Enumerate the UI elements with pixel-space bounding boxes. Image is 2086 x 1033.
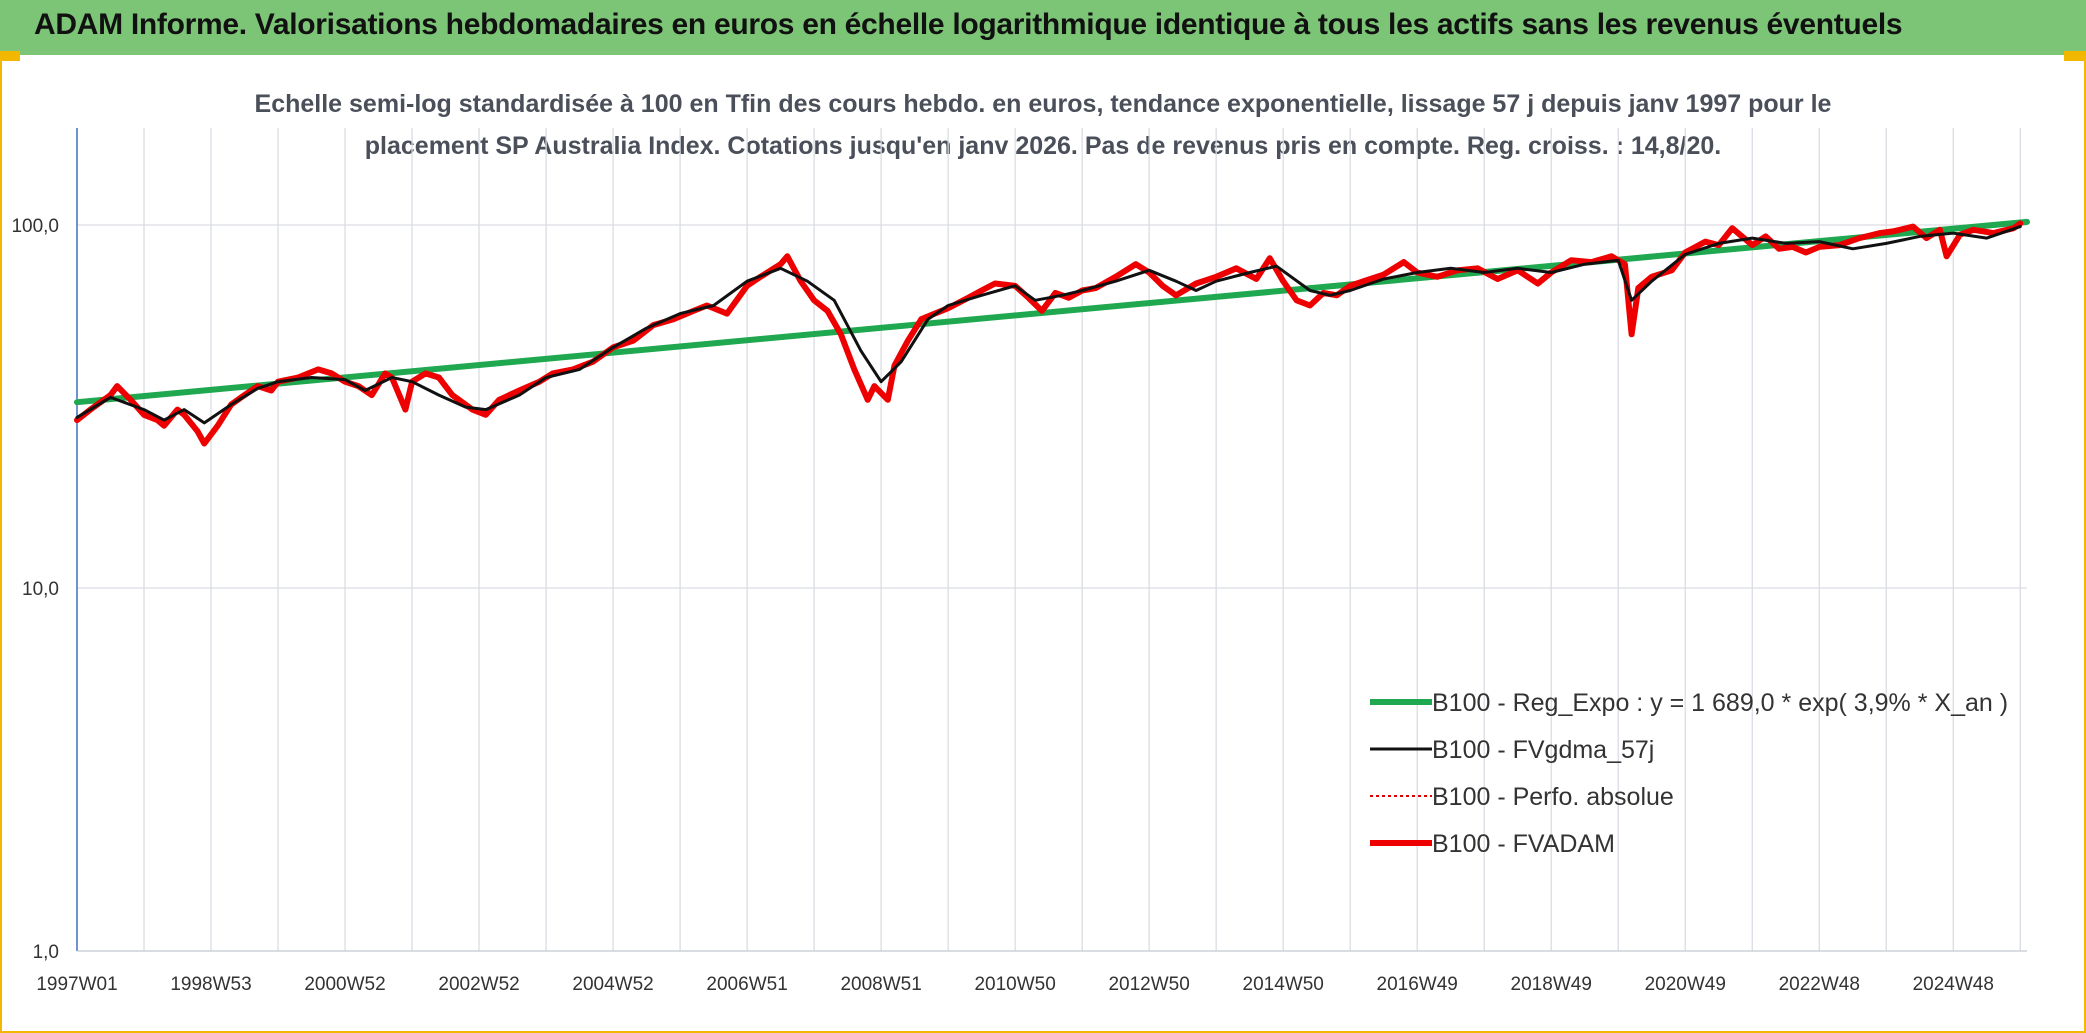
x-tick-label: 2010W50 <box>974 974 1055 995</box>
report-banner: ADAM Informe. Valorisations hebdomadaire… <box>0 0 2086 55</box>
x-tick-label: 2012W50 <box>1108 974 1189 995</box>
axes: 100,0 10,0 1,0 1997W01 1998W53 2000W52 2002W52… <box>11 128 2027 995</box>
x-tick-label: 1997W01 <box>36 974 117 995</box>
y-tick-label: 1,0 <box>33 942 59 963</box>
legend-label: B100 - FVADAM <box>1432 830 1615 858</box>
x-tick-label: 2018W49 <box>1511 974 1592 995</box>
x-tick-label: 2002W52 <box>438 974 519 995</box>
x-tick-label: 2016W49 <box>1377 974 1458 995</box>
legend-label: B100 - Perfo. absolue <box>1432 783 1674 811</box>
chart-subtitle-line1: Echelle semi-log standardisée à 100 en T… <box>255 90 1832 118</box>
x-tick-label: 2020W49 <box>1645 974 1726 995</box>
x-tick-label: 2024W48 <box>1913 974 1994 995</box>
chart-frame <box>0 55 2086 1033</box>
x-tick-label: 2006W51 <box>706 974 787 995</box>
series-group <box>74 218 2030 447</box>
series-line <box>74 218 2030 406</box>
corner-accent-right <box>2064 51 2086 61</box>
series-line <box>74 220 2024 447</box>
x-tick-label: 2014W50 <box>1243 974 1324 995</box>
legend-label: B100 - Reg_Expo : y = 1 689,0 * exp( 3,9… <box>1432 689 2008 717</box>
legend: B100 - Reg_Expo : y = 1 689,0 * exp( 3,9… <box>1370 689 2008 858</box>
series-line <box>75 225 2022 425</box>
legend-label: B100 - FVgdma_57j <box>1432 736 1654 764</box>
x-tick-label: 2004W52 <box>572 974 653 995</box>
y-tick-label: 100,0 <box>11 216 59 237</box>
x-tick-label: 2000W52 <box>304 974 385 995</box>
y-tick-label: 10,0 <box>22 579 59 600</box>
x-tick-label: 2022W48 <box>1779 974 1860 995</box>
x-tick-label: 2008W51 <box>840 974 921 995</box>
corner-accent-left <box>0 51 20 61</box>
chart-subtitle-line2: placement SP Australia Index. Cotations … <box>365 132 1721 160</box>
x-tick-label: 1998W53 <box>170 974 251 995</box>
report-title: ADAM Informe. Valorisations hebdomadaire… <box>34 8 1903 41</box>
